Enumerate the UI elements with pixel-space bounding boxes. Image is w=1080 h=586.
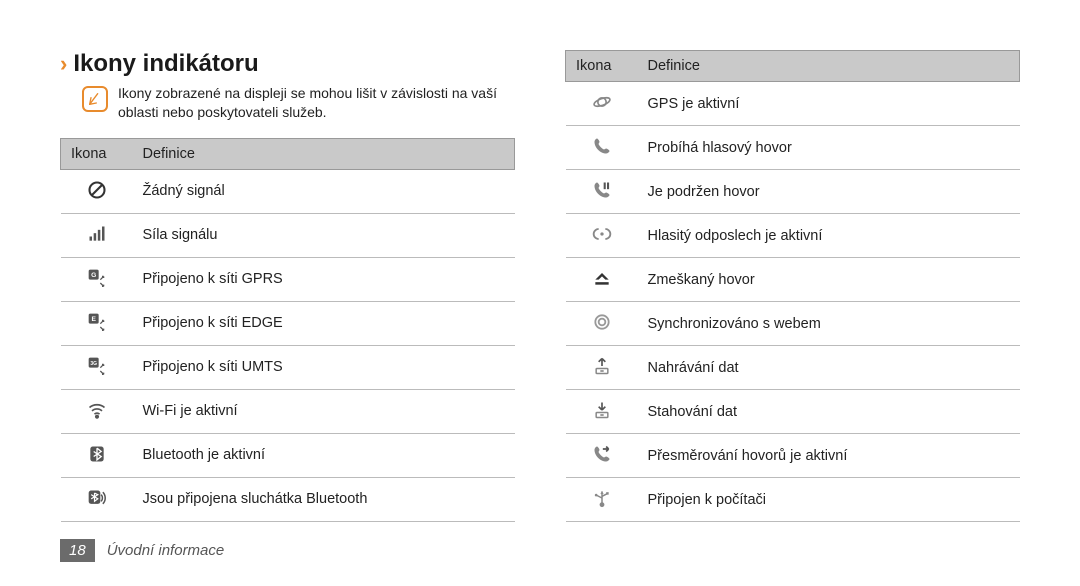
table-row: Stahování dat: [566, 390, 1020, 434]
page-footer: 18 Úvodní informace: [60, 539, 224, 562]
table-row: Žádný signál: [61, 169, 515, 213]
table-row: Jsou připojena sluchátka Bluetooth: [61, 477, 515, 521]
definition-cell: Je podržen hovor: [638, 170, 1020, 214]
definition-cell: Přesměrování hovorů je aktivní: [638, 434, 1020, 478]
sync-icon: [591, 311, 613, 333]
heading-row: › Ikony indikátoru: [60, 50, 515, 78]
page-number: 18: [60, 539, 95, 562]
umts-icon: 3G: [86, 355, 108, 377]
table-row: Je podržen hovor: [566, 170, 1020, 214]
definition-cell: Nahrávání dat: [638, 346, 1020, 390]
note-row: Ikony zobrazené na displeji se mohou liš…: [60, 84, 515, 122]
no-signal-icon: [86, 179, 108, 201]
definition-cell: Síla signálu: [133, 213, 515, 257]
col-header-icon: Ikona: [566, 51, 638, 82]
definition-cell: Připojeno k síti UMTS: [133, 345, 515, 389]
table-row: Bluetooth je aktivní: [61, 433, 515, 477]
icon-cell: [566, 258, 638, 302]
call-hold-icon: [591, 179, 613, 201]
table-row: G Připojeno k síti GPRS: [61, 257, 515, 301]
download-icon: [591, 399, 613, 421]
gps-icon: [591, 91, 613, 113]
icon-cell: [566, 82, 638, 126]
icon-cell: [566, 390, 638, 434]
call-fwd-icon: [591, 443, 613, 465]
table-row: Wi-Fi je aktivní: [61, 389, 515, 433]
footer-section: Úvodní informace: [107, 542, 225, 559]
definition-cell: Zmeškaný hovor: [638, 258, 1020, 302]
svg-text:E: E: [91, 316, 96, 323]
col-header-def: Definice: [638, 51, 1020, 82]
table-row: Připojen k počítači: [566, 478, 1020, 522]
definition-cell: Jsou připojena sluchátka Bluetooth: [133, 477, 515, 521]
definition-cell: Wi-Fi je aktivní: [133, 389, 515, 433]
table-row: Synchronizováno s webem: [566, 302, 1020, 346]
col-header-icon: Ikona: [61, 138, 133, 169]
table-row: GPS je aktivní: [566, 82, 1020, 126]
gprs-icon: G: [86, 267, 108, 289]
speaker-icon: [591, 223, 613, 245]
bt-headset-icon: [86, 487, 108, 509]
definition-cell: Připojeno k síti EDGE: [133, 301, 515, 345]
icon-cell: [566, 434, 638, 478]
table-row: Zmeškaný hovor: [566, 258, 1020, 302]
icon-cell: [566, 214, 638, 258]
definition-cell: GPS je aktivní: [638, 82, 1020, 126]
upload-icon: [591, 355, 613, 377]
table-row: Síla signálu: [61, 213, 515, 257]
table-row: Hlasitý odposlech je aktivní: [566, 214, 1020, 258]
table-row: 3G Připojeno k síti UMTS: [61, 345, 515, 389]
note-text: Ikony zobrazené na displeji se mohou liš…: [118, 84, 515, 122]
table-row: E Připojeno k síti EDGE: [61, 301, 515, 345]
definition-cell: Připojeno k síti GPRS: [133, 257, 515, 301]
icon-cell: [61, 169, 133, 213]
svg-text:G: G: [91, 272, 96, 279]
left-column: › Ikony indikátoru Ikony zobrazené na di…: [60, 50, 515, 522]
icon-cell: [566, 170, 638, 214]
chevron-icon: ›: [60, 50, 67, 78]
right-column: Ikona Definice GPS je aktivníProbíhá hla…: [565, 50, 1020, 522]
icon-cell: 3G: [61, 345, 133, 389]
icon-cell: [61, 477, 133, 521]
icon-cell: [61, 433, 133, 477]
signal-icon: [86, 223, 108, 245]
icon-cell: E: [61, 301, 133, 345]
table-row: Přesměrování hovorů je aktivní: [566, 434, 1020, 478]
definition-cell: Připojen k počítači: [638, 478, 1020, 522]
icon-cell: [566, 126, 638, 170]
bluetooth-icon: [86, 443, 108, 465]
definition-cell: Hlasitý odposlech je aktivní: [638, 214, 1020, 258]
wifi-icon: [86, 399, 108, 421]
section-heading: Ikony indikátoru: [73, 50, 258, 78]
usb-icon: [591, 487, 613, 509]
icon-cell: G: [61, 257, 133, 301]
definition-cell: Bluetooth je aktivní: [133, 433, 515, 477]
icon-cell: [566, 478, 638, 522]
left-table: Ikona Definice Žádný signálSíla signáluG…: [60, 138, 515, 522]
table-row: Probíhá hlasový hovor: [566, 126, 1020, 170]
definition-cell: Stahování dat: [638, 390, 1020, 434]
icon-cell: [566, 346, 638, 390]
definition-cell: Probíhá hlasový hovor: [638, 126, 1020, 170]
definition-cell: Žádný signál: [133, 169, 515, 213]
icon-cell: [61, 213, 133, 257]
icon-cell: [566, 302, 638, 346]
page-content: › Ikony indikátoru Ikony zobrazené na di…: [0, 0, 1080, 522]
edge-icon: E: [86, 311, 108, 333]
icon-cell: [61, 389, 133, 433]
right-table: Ikona Definice GPS je aktivníProbíhá hla…: [565, 50, 1020, 522]
svg-text:3G: 3G: [90, 361, 97, 367]
table-row: Nahrávání dat: [566, 346, 1020, 390]
col-header-def: Definice: [133, 138, 515, 169]
call-icon: [591, 135, 613, 157]
definition-cell: Synchronizováno s webem: [638, 302, 1020, 346]
note-icon: [82, 86, 108, 112]
missed-call-icon: [591, 267, 613, 289]
